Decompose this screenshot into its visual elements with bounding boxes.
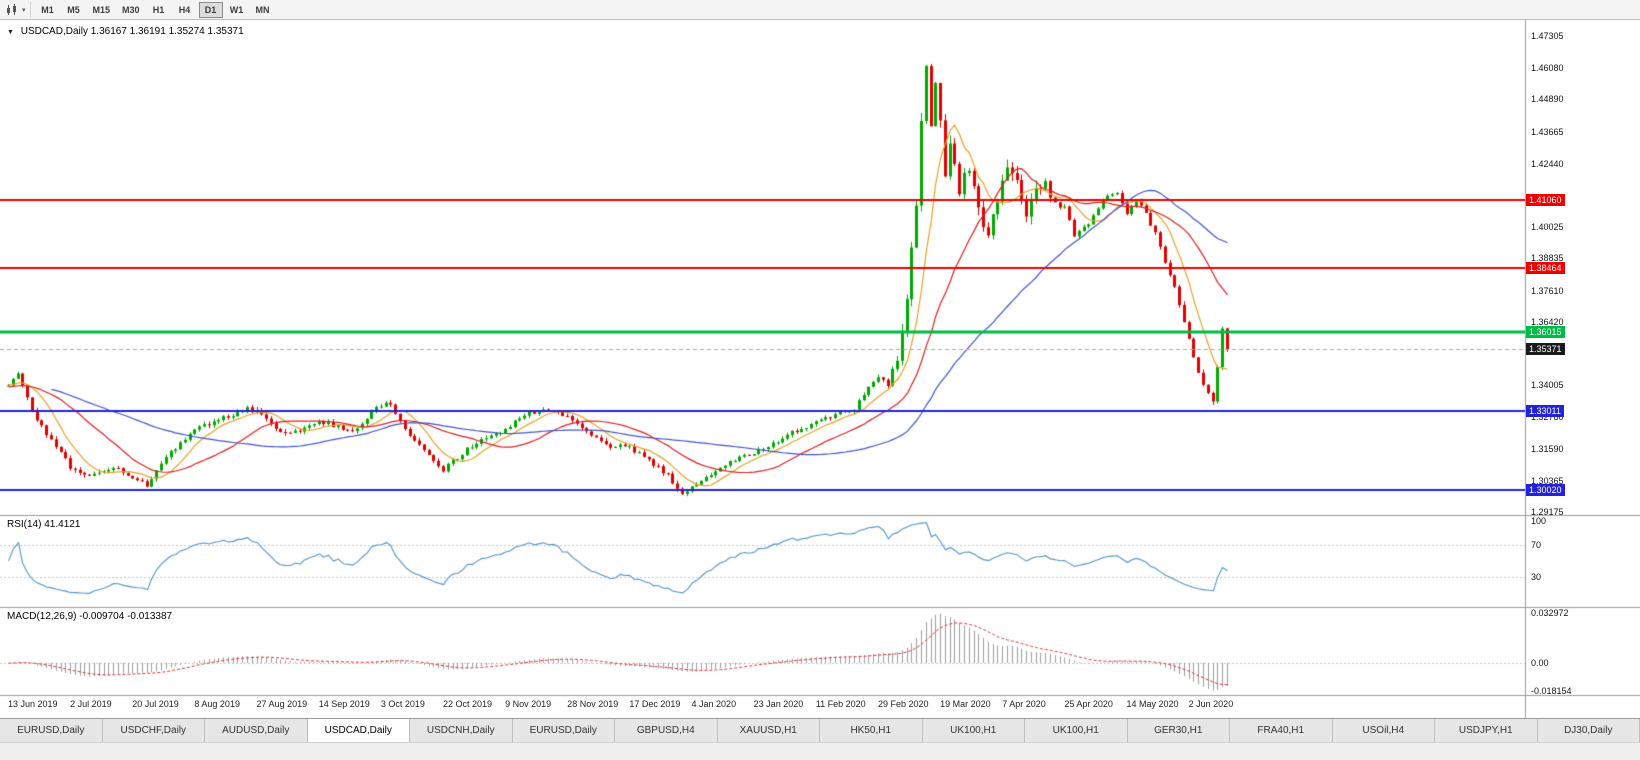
tab-usdcad-daily-3[interactable]: USDCAD,Daily (307, 719, 410, 742)
tab-usdjpy-h1-14[interactable]: USDJPY,H1 (1435, 719, 1538, 742)
tab-usdchf-daily-1[interactable]: USDCHF,Daily (102, 719, 205, 742)
timeframe-button-d1[interactable]: D1 (198, 1, 223, 18)
timeframe-button-m30[interactable]: M30 (122, 4, 140, 15)
tab-dj30-daily-15[interactable]: DJ30,Daily (1537, 719, 1640, 742)
timeframe-buttons-group: M1 M5 M15 M30 H1 H4 D1 W1 MN (35, 1, 276, 18)
dropdown-arrow-icon: ▾ (22, 6, 26, 14)
tab-xauusd-h1-7[interactable]: XAUUSD,H1 (717, 719, 820, 742)
tab-uk100-h1-10[interactable]: UK100,H1 (1025, 719, 1128, 742)
tab-usoil-h4-13[interactable]: USOil,H4 (1332, 719, 1435, 742)
timeframe-button-w1[interactable]: W1 (229, 4, 244, 15)
timeframe-button-h4[interactable]: H4 (178, 4, 191, 15)
chart-tabs-bar: EURUSD,Daily USDCHF,Daily AUDUSD,Daily USDC… (0, 718, 1640, 742)
tab-eurusd-daily-0[interactable]: EURUSD,Daily (0, 719, 103, 742)
tab-hk50-h1-8[interactable]: HK50,H1 (820, 719, 923, 742)
tab-audusd-daily-2[interactable]: AUDUSD,Daily (205, 719, 308, 742)
status-strip (0, 742, 1640, 760)
tab-fra40-h1-12[interactable]: FRA40,H1 (1230, 719, 1333, 742)
timeframe-button-m15[interactable]: M15 (92, 4, 111, 15)
tab-ger30-h1-11[interactable]: GER30,H1 (1127, 719, 1230, 742)
timeframe-toolbar: ▾ M1 M5 M15 M30 H1 H4 D1 W1 MN (0, 0, 1640, 20)
timeframe-button-m5[interactable]: M5 (67, 4, 80, 15)
timeframe-button-m1[interactable]: M1 (41, 4, 54, 15)
tab-uk100-h1-9[interactable]: UK100,H1 (922, 719, 1025, 742)
timeframe-button-h1[interactable]: H1 (152, 4, 165, 15)
tab-usdcnh-daily-4[interactable]: USDCNH,Daily (410, 719, 513, 742)
chart-type-icon[interactable]: ▾ (2, 1, 31, 18)
tab-gbpusd-h4-6[interactable]: GBPUSD,H4 (615, 719, 718, 742)
timeframe-button-mn[interactable]: MN (255, 4, 270, 15)
candlestick-glyph-icon (7, 3, 16, 15)
tab-eurusd-daily-5[interactable]: EURUSD,Daily (512, 719, 615, 742)
